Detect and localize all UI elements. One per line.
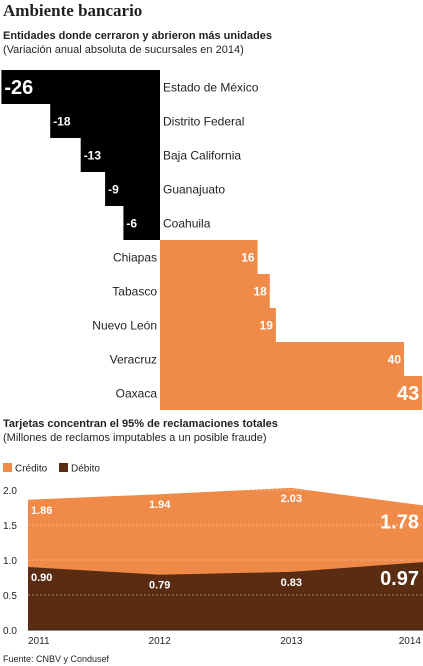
source-note: Fuente: CNBV y Condusef <box>3 654 110 664</box>
bar-value-label-8: 40 <box>388 352 402 366</box>
y-tick-label-2: 1.0 <box>3 556 17 567</box>
bar-value-label-3: -9 <box>108 182 119 196</box>
page-title: Ambiente bancario <box>3 1 143 20</box>
y-tick-label-0: 0.0 <box>3 626 17 637</box>
x-tick-label-2: 2013 <box>280 636 303 647</box>
x-tick-label-0: 2011 <box>28 636 50 647</box>
chart2-title: Tarjetas concentran el 95% de reclamacio… <box>3 418 278 430</box>
bar-value-label-6: 18 <box>253 284 267 298</box>
x-tick-label-1: 2012 <box>149 636 172 647</box>
legend-label-0: Crédito <box>15 464 48 475</box>
category-label-8: Veracruz <box>110 353 157 367</box>
category-label-6: Tabasco <box>112 285 157 299</box>
chart1-subtitle: (Variación anual absoluta de sucursales … <box>3 44 244 56</box>
bar-0 <box>1 70 161 104</box>
data-label-debito-2: 0.83 <box>281 577 302 589</box>
data-label-debito-1: 0.79 <box>149 580 170 592</box>
bar-value-label-1: -18 <box>53 114 71 128</box>
bar-4 <box>123 206 160 240</box>
data-label-debito-0: 0.90 <box>31 572 52 584</box>
chart1-title: Entidades donde cerraron y abrieron más … <box>3 30 272 42</box>
bar-9 <box>160 376 423 410</box>
bar-7 <box>160 308 276 342</box>
category-label-0: Estado de México <box>163 81 259 95</box>
fraud-claims-area-chart: Crédito Débito 0.0 0.5 1.0 1.5 2.0 2011 2012 2013… <box>3 463 423 647</box>
bar-1 <box>50 104 161 138</box>
bar-value-label-9: 43 <box>397 383 419 405</box>
branch-change-bar-chart: -26 Estado de México -18 Distrito Federal -1… <box>1 70 423 410</box>
data-label-credito-3: 1.78 <box>380 511 419 533</box>
y-tick-label-3: 1.5 <box>3 521 17 532</box>
area-debito <box>28 562 423 630</box>
data-label-credito-1: 1.94 <box>149 499 171 511</box>
bar-8 <box>160 342 404 376</box>
category-label-5: Chiapas <box>113 251 157 265</box>
bar-value-label-0: -26 <box>4 77 33 99</box>
data-label-debito-3: 0.97 <box>380 568 419 590</box>
category-label-7: Nuevo León <box>92 319 157 333</box>
category-label-4: Coahuila <box>163 217 211 231</box>
y-tick-label-4: 2.0 <box>3 486 17 497</box>
y-tick-label-1: 0.5 <box>3 591 17 602</box>
bar-3 <box>105 172 160 206</box>
legend-label-1: Débito <box>71 464 100 475</box>
data-label-credito-0: 1.86 <box>31 505 52 517</box>
chart2-subtitle: (Millones de reclamos imputables a un po… <box>3 432 267 444</box>
category-label-2: Baja California <box>163 149 241 163</box>
bar-value-label-4: -6 <box>126 216 137 230</box>
bar-value-label-7: 19 <box>260 318 274 332</box>
x-tick-label-3: 2014 <box>399 636 422 647</box>
bar-6 <box>160 274 270 308</box>
category-label-3: Guanajuato <box>163 183 225 197</box>
bar-value-label-2: -13 <box>84 148 102 162</box>
legend-swatch-0 <box>3 463 12 472</box>
legend-swatch-1 <box>59 463 68 472</box>
bar-value-label-5: 16 <box>241 250 255 264</box>
bar-5 <box>160 240 258 274</box>
bar-2 <box>80 138 160 172</box>
data-label-credito-2: 2.03 <box>281 493 302 505</box>
category-label-1: Distrito Federal <box>163 115 244 129</box>
category-label-9: Oaxaca <box>116 387 158 401</box>
